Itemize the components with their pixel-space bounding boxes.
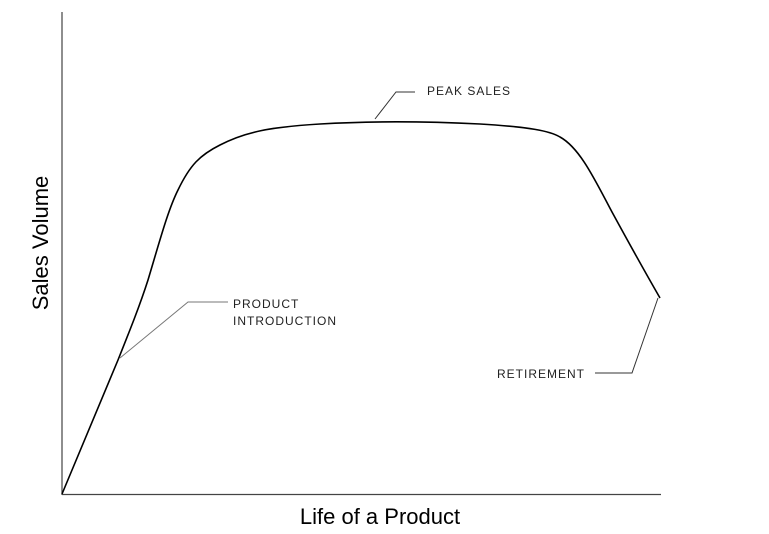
life-cycle-curve [61, 120, 661, 495]
peak-leader [374, 91, 415, 120]
introduction-label: INTRODUCTION [233, 314, 337, 328]
peak-label: PEAK SALES [427, 84, 511, 98]
retirement-leader [595, 297, 659, 374]
x-axis-title: Life of a Product [300, 504, 460, 529]
retirement-label: RETIREMENT [497, 367, 585, 381]
y-axis-title: Sales Volume [28, 176, 53, 311]
introduction-leader [119, 301, 228, 359]
introduction-label: PRODUCT [233, 297, 299, 311]
